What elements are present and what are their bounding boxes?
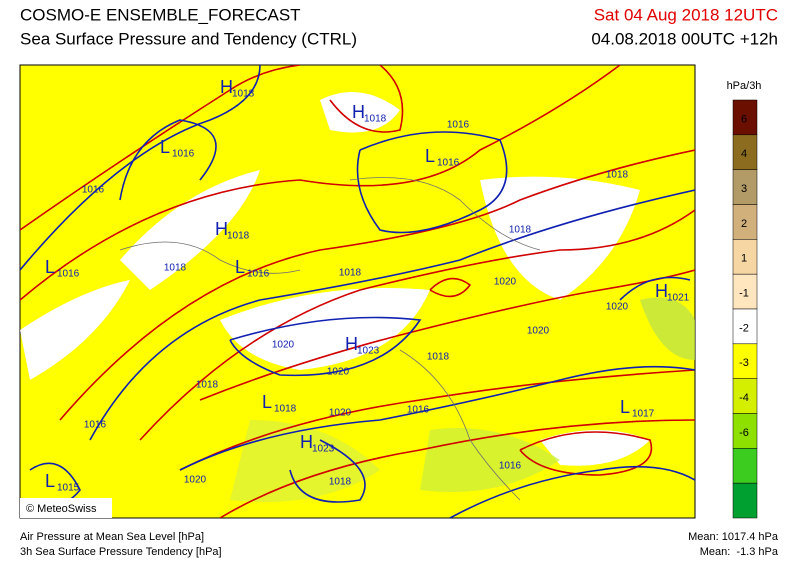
center-value: 1018 [227,231,250,242]
colorbar-swatch [732,413,758,449]
isobar-label: 1020 [327,367,350,378]
center-value: 1023 [312,444,335,455]
center-letter: H [300,432,313,452]
center-value: 1018 [364,114,387,125]
center-letter: L [45,257,55,277]
mean-value: Mean: 1017.4 hPa [688,531,779,543]
isobar-label: 1018 [339,268,362,279]
colorbar-tick-label: -1 [739,287,749,299]
center-value: 1016 [247,269,270,280]
colorbar-tick-label: 1 [741,253,747,265]
title: COSMO-E ENSEMBLE_FORECAST [20,5,301,24]
colorbar-swatch [732,204,758,240]
isobar-label: 1018 [606,170,629,181]
isobar-label: 1018 [509,225,532,236]
colorbar-swatch [732,482,758,519]
footer-line: 3h Sea Surface Pressure Tendency [hPa] [20,546,222,558]
center-value: 1016 [437,158,460,169]
colorbar-tick-label: -6 [739,427,749,439]
isobar-label: 1018 [329,477,352,488]
valid-time: Sat 04 Aug 2018 12UTC [594,5,778,24]
center-value: 1018 [232,89,255,100]
colorbar-tick-label: 4 [741,148,747,160]
map-fields [20,65,695,518]
subtitle: Sea Surface Pressure and Tendency (CTRL) [20,29,357,48]
colorbar-tick-label: -4 [739,392,749,404]
colorbar-tick-label: -3 [739,357,749,369]
center-letter: H [345,334,358,354]
center-value: 1016 [57,269,80,280]
center-letter: H [220,77,233,97]
isobar-label: 1020 [272,340,295,351]
colorbar-tick-label: 3 [741,183,747,195]
colorbar-swatch [732,239,758,275]
center-value: 1018 [274,404,297,415]
colorbar-swatch [732,308,758,345]
isobar-label: 1016 [82,185,105,196]
colorbar-unit: hPa/3h [727,80,762,92]
isobar-label: 1018 [164,263,187,274]
center-letter: L [262,392,272,412]
center-letter: L [160,137,170,157]
isobar-label: 1020 [184,475,207,486]
mean-value: Mean: -1.3 hPa [700,546,779,558]
colorbar-swatch [732,378,758,414]
center-letter: H [215,219,228,239]
isobar-label: 1020 [329,408,352,419]
colorbar-swatch [732,448,758,484]
center-letter: L [235,257,245,277]
run-time: 04.08.2018 00UTC +12h [591,29,778,48]
isobar-label: 1016 [84,420,107,431]
isobar-label: 1020 [527,326,550,337]
isobar-label: 1016 [407,405,430,416]
isobar-label: 1020 [494,277,517,288]
isobar-label: 1016 [447,120,470,131]
colorbar-swatch [732,273,758,310]
center-letter: L [620,397,630,417]
footer-line: Air Pressure at Mean Sea Level [hPa] [20,531,204,543]
isobar-label: 1016 [499,461,522,472]
colorbar-tick-label: 2 [741,218,747,230]
center-letter: L [425,146,435,166]
colorbar-swatch [732,99,758,136]
center-value: 1016 [172,149,195,160]
colorbar-tick-label: 6 [741,113,747,125]
center-letter: L [45,471,55,491]
isobar-label: 1018 [427,352,450,363]
center-value: 1017 [632,409,655,420]
copyright: © MeteoSwiss [26,503,97,515]
colorbar: 6 4 3 2 1 -1 -2 -3 -4 -6 [732,99,758,519]
colorbar-tick-label: -2 [739,322,749,334]
colorbar-swatch [732,343,758,379]
center-value: 1021 [667,293,690,304]
center-value: 1023 [357,346,380,357]
isobar-label: 1018 [196,380,219,391]
center-value: 1015 [57,483,80,494]
isobar-label: 1020 [606,302,629,313]
colorbar-swatch [732,134,758,170]
center-letter: H [352,102,365,122]
center-letter: H [655,281,668,301]
